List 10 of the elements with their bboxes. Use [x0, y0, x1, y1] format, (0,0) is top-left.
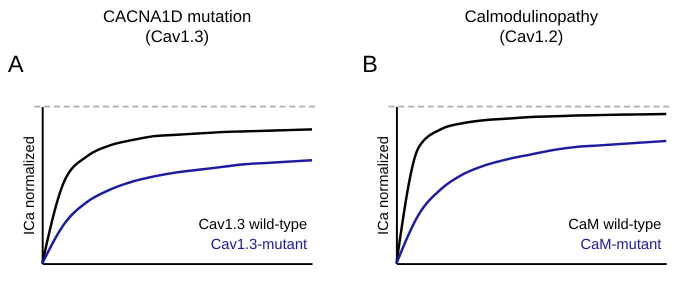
- text: CaM wild-type: [568, 217, 662, 234]
- y-axis-title: ICa normalized: [22, 136, 38, 235]
- chart-title: CACNA1D mutation (Cav1.3): [102, 7, 252, 46]
- text: CaM-mutant: [580, 236, 662, 253]
- text: Cav1.3-mutant: [210, 236, 308, 253]
- text: B: [362, 51, 378, 78]
- text: A: [8, 51, 24, 78]
- text: Cav1.3 wild-type: [198, 217, 308, 234]
- chart-title: Calmodulinopathy (Cav1.2): [464, 7, 599, 46]
- y-axis-title: ICa normalized: [376, 136, 392, 235]
